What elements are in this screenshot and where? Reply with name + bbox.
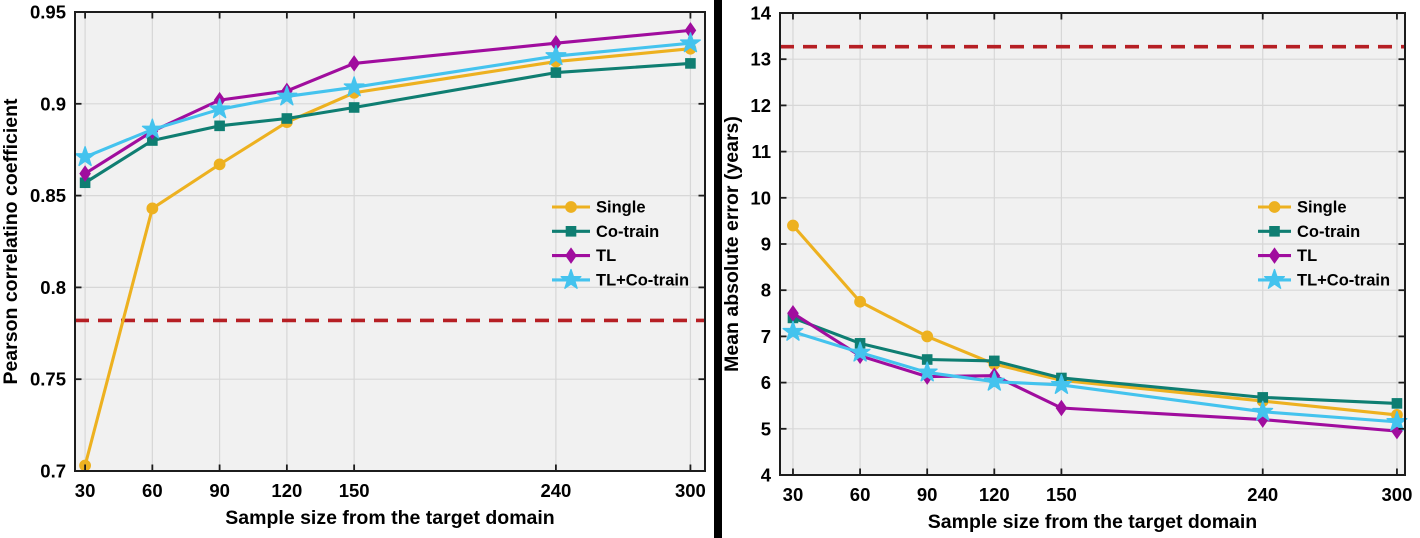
y-tick-label: 9 <box>761 234 771 255</box>
y-tick-label: 4 <box>761 465 772 486</box>
marker-diamond <box>787 305 799 322</box>
y-tick-label: 7 <box>761 326 771 347</box>
legend-item-single: Single <box>552 199 646 217</box>
legend-item-tl-co-train: TL+Co-train <box>1258 268 1390 289</box>
legend-label: TL+Co-train <box>1297 271 1390 289</box>
marker-square <box>565 226 577 237</box>
y-tick-label: 8 <box>761 280 771 301</box>
marker-star <box>209 98 231 119</box>
y-tick-label: 0.85 <box>30 185 66 206</box>
marker-star <box>849 341 871 362</box>
marker-diamond <box>79 165 91 182</box>
marker-star <box>545 45 567 66</box>
marker-circle <box>921 330 934 343</box>
y-tick-label: 5 <box>761 418 771 439</box>
x-tick-label: 30 <box>75 480 96 501</box>
legend-label: Co-train <box>596 223 659 241</box>
marker-diamond <box>348 55 360 72</box>
marker-circle <box>213 158 226 171</box>
series-co-train <box>79 58 696 189</box>
x-tick-label: 60 <box>850 484 871 505</box>
legend-label: TL+Co-train <box>596 271 689 289</box>
legend-label: Single <box>1297 199 1347 217</box>
x-tick-label: 120 <box>271 480 302 501</box>
marker-square <box>685 58 696 69</box>
legend-item-single: Single <box>1258 199 1347 217</box>
marker-star <box>679 32 701 53</box>
x-tick-label: 90 <box>917 484 938 505</box>
y-tick-label: 13 <box>750 49 771 70</box>
y-axis-label: Mean absolute error (years) <box>723 116 743 372</box>
marker-square <box>348 102 360 113</box>
legend-label: TL <box>596 247 616 265</box>
marker-circle <box>1268 201 1281 213</box>
chart-panel-mean-absolute-error: 30 60 90 120 150 240 300 4 5 6 7 8 9 10 11 12 13 14 Sample… <box>723 3 1413 534</box>
marker-star <box>1252 400 1274 421</box>
marker-diamond <box>1055 399 1068 417</box>
x-axis-label: Sample size from the target domain <box>928 511 1257 533</box>
x-axis-label: Sample size from the target domain <box>225 507 554 529</box>
x-tick-label: 300 <box>1382 484 1413 505</box>
marker-circle <box>787 219 799 232</box>
axes-frame <box>779 12 1406 476</box>
legend: Single Co-train TL TL+Co-train <box>1258 199 1390 289</box>
marker-square <box>214 120 225 132</box>
y-tick-label: 0.75 <box>30 369 66 390</box>
marker-square <box>988 355 1000 367</box>
y-tick-label: 0.8 <box>40 277 66 298</box>
x-tick-label: 120 <box>979 484 1010 505</box>
x-tick-label: 300 <box>675 480 706 501</box>
y-tick-label: 0.7 <box>40 461 66 482</box>
y-tick-label: 6 <box>761 372 771 393</box>
y-tick-label: 12 <box>750 95 771 116</box>
x-tick-label: 240 <box>540 480 571 501</box>
panel-divider <box>714 0 722 538</box>
y-tick-label: 0.9 <box>40 93 66 114</box>
legend-item-tl: TL <box>1258 247 1317 265</box>
x-tick-label: 60 <box>142 480 163 501</box>
marker-square <box>281 113 293 124</box>
marker-circle <box>565 201 577 213</box>
marker-star <box>276 85 298 106</box>
y-tick-label: 0.95 <box>30 2 66 23</box>
x-tick-label: 30 <box>783 484 804 505</box>
legend: Single Co-train TL TL+Co-train <box>552 199 689 289</box>
marker-star <box>782 320 804 341</box>
x-tick-label: 150 <box>1046 484 1077 505</box>
y-tick-label: 10 <box>750 187 771 208</box>
legend-label: Single <box>596 199 646 217</box>
series-tl-co-train <box>74 32 701 167</box>
x-tick-label: 150 <box>339 480 370 501</box>
marker-star <box>1264 268 1285 289</box>
marker-circle <box>854 295 866 308</box>
legend-label: Co-train <box>1297 223 1360 241</box>
marker-square <box>1391 398 1403 409</box>
series-tl-co-train <box>782 320 1408 431</box>
chart-panel-pearson-correlation: 30 60 90 120 150 240 300 0.7 0.75 0.8 0.85 0.9 0.95 S… <box>0 2 706 529</box>
marker-star <box>916 361 938 382</box>
marker-star <box>1050 373 1072 394</box>
marker-star <box>983 370 1005 391</box>
y-tick-label: 11 <box>751 141 771 162</box>
legend-item-tl-co-train: TL+Co-train <box>552 268 689 289</box>
legend-item-tl: TL <box>552 247 616 265</box>
marker-star <box>141 118 163 139</box>
legend-item-co-train: Co-train <box>552 223 659 241</box>
legend-item-co-train: Co-train <box>1258 223 1360 241</box>
marker-square <box>550 67 562 78</box>
y-axis-label: Pearson correlatino coefficient <box>0 98 22 385</box>
marker-star <box>560 268 582 289</box>
x-tick-label: 240 <box>1247 484 1278 505</box>
legend-label: TL <box>1297 247 1317 265</box>
x-tick-label: 90 <box>209 480 230 501</box>
marker-star <box>74 146 96 167</box>
marker-diamond <box>565 247 577 264</box>
marker-star <box>343 76 365 97</box>
marker-diamond <box>1268 247 1281 264</box>
marker-square <box>1269 226 1280 237</box>
y-tick-label: 14 <box>750 3 771 24</box>
axes-frame <box>74 11 706 472</box>
marker-circle <box>146 202 159 215</box>
